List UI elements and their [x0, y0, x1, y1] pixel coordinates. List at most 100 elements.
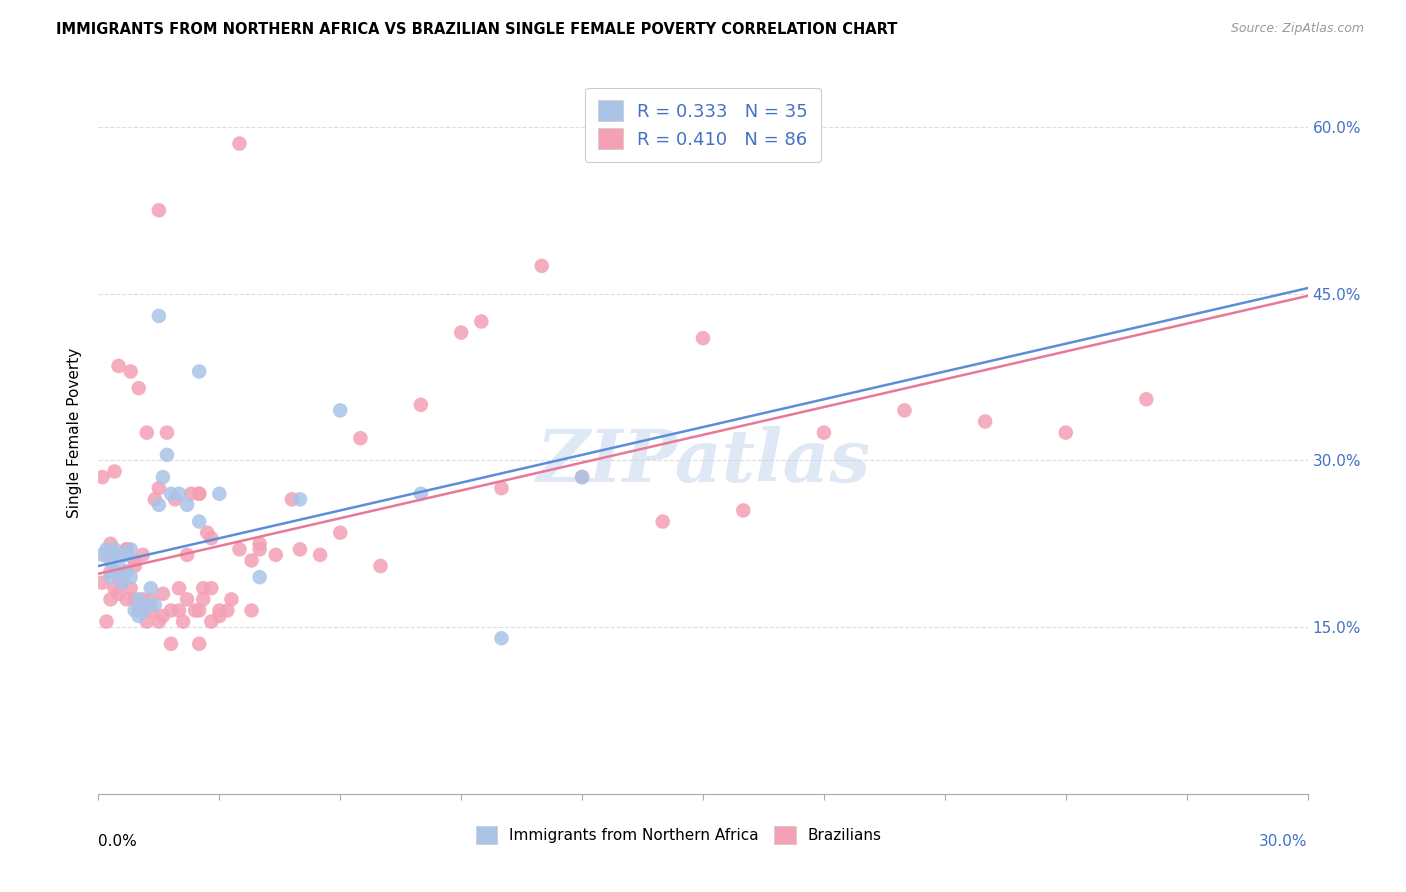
Point — [172, 615, 194, 629]
Point — [176, 498, 198, 512]
Point — [370, 559, 392, 574]
Point — [195, 525, 218, 540]
Point — [167, 487, 190, 501]
Point — [152, 609, 174, 624]
Point — [115, 565, 138, 579]
Point — [120, 581, 142, 595]
Point — [221, 592, 243, 607]
Text: 0.0%: 0.0% — [98, 834, 138, 848]
Point — [100, 537, 122, 551]
Point — [124, 603, 146, 617]
Point — [208, 609, 231, 624]
Point — [132, 592, 155, 607]
Point — [148, 615, 170, 629]
Point — [176, 548, 198, 562]
Point — [128, 609, 150, 624]
Point — [176, 592, 198, 607]
Point — [148, 498, 170, 512]
Point — [571, 470, 593, 484]
Point — [163, 492, 186, 507]
Point — [115, 542, 138, 557]
Point — [160, 487, 183, 501]
Point — [91, 470, 114, 484]
Point — [91, 548, 114, 562]
Point — [115, 542, 138, 557]
Point — [143, 492, 166, 507]
Point — [120, 364, 142, 378]
Point — [1135, 392, 1157, 407]
Text: Source: ZipAtlas.com: Source: ZipAtlas.com — [1230, 22, 1364, 36]
Point — [893, 403, 915, 417]
Point — [249, 537, 271, 551]
Point — [100, 570, 122, 584]
Point — [107, 359, 129, 373]
Point — [111, 548, 134, 562]
Point — [124, 559, 146, 574]
Point — [103, 542, 125, 557]
Point — [124, 553, 146, 567]
Point — [160, 637, 183, 651]
Point — [111, 575, 134, 590]
Point — [167, 581, 190, 595]
Point — [111, 570, 134, 584]
Point — [193, 592, 215, 607]
Legend: Immigrants from Northern Africa, Brazilians: Immigrants from Northern Africa, Brazili… — [468, 818, 890, 851]
Point — [450, 326, 472, 340]
Point — [120, 570, 142, 584]
Text: ZIPatlas: ZIPatlas — [536, 426, 870, 497]
Point — [228, 136, 250, 151]
Point — [974, 415, 997, 429]
Point — [329, 525, 352, 540]
Point — [188, 364, 211, 378]
Point — [813, 425, 835, 440]
Point — [491, 481, 513, 495]
Point — [100, 592, 122, 607]
Point — [156, 425, 179, 440]
Point — [120, 542, 142, 557]
Point — [132, 548, 155, 562]
Point — [188, 487, 211, 501]
Point — [139, 581, 162, 595]
Text: 30.0%: 30.0% — [1260, 834, 1308, 848]
Point — [115, 565, 138, 579]
Point — [148, 203, 170, 218]
Point — [111, 548, 134, 562]
Point — [208, 487, 231, 501]
Point — [409, 398, 432, 412]
Point — [111, 575, 134, 590]
Point — [470, 314, 492, 328]
Point — [115, 592, 138, 607]
Point — [309, 548, 332, 562]
Point — [103, 465, 125, 479]
Point — [288, 542, 311, 557]
Point — [148, 481, 170, 495]
Y-axis label: Single Female Poverty: Single Female Poverty — [67, 348, 83, 517]
Point — [152, 470, 174, 484]
Point — [240, 603, 263, 617]
Point — [184, 603, 207, 617]
Point — [208, 603, 231, 617]
Point — [160, 603, 183, 617]
Point — [103, 565, 125, 579]
Text: IMMIGRANTS FROM NORTHERN AFRICA VS BRAZILIAN SINGLE FEMALE POVERTY CORRELATION C: IMMIGRANTS FROM NORTHERN AFRICA VS BRAZI… — [56, 22, 897, 37]
Point — [135, 598, 157, 612]
Point — [217, 603, 239, 617]
Point — [152, 587, 174, 601]
Point — [530, 259, 553, 273]
Point — [124, 592, 146, 607]
Point — [692, 331, 714, 345]
Point — [180, 487, 202, 501]
Point — [135, 425, 157, 440]
Point — [128, 603, 150, 617]
Point — [96, 615, 118, 629]
Point — [107, 548, 129, 562]
Point — [329, 403, 352, 417]
Point — [281, 492, 304, 507]
Point — [228, 542, 250, 557]
Point — [148, 309, 170, 323]
Point — [200, 531, 222, 545]
Point — [200, 581, 222, 595]
Point — [1054, 425, 1077, 440]
Point — [188, 637, 211, 651]
Point — [100, 553, 122, 567]
